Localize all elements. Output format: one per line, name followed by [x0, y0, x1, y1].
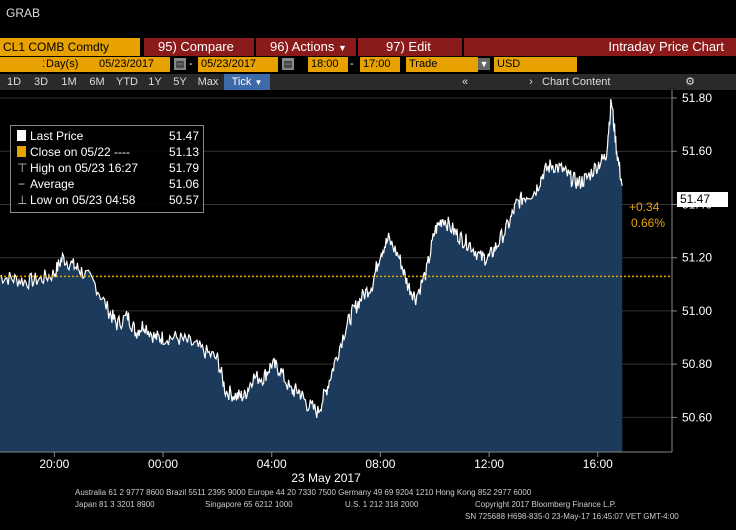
legend-high: ⊤ High on 05/23 16:27 — [17, 161, 138, 176]
x-tick-label: 04:00 — [257, 457, 287, 471]
collapse-icon[interactable]: « — [461, 76, 469, 88]
y-tick-label: 50.60 — [682, 410, 712, 424]
footer-japan: Japan 81 3 3201 8900 — [75, 500, 155, 509]
range-button-1d[interactable]: 1D — [6, 76, 22, 88]
y-tick-label: 50.80 — [682, 357, 712, 371]
footer-copyright: Copyright 2017 Bloomberg Finance L.P. — [475, 500, 617, 509]
x-tick-label: 08:00 — [365, 457, 395, 471]
field-select[interactable]: Trade — [406, 57, 478, 72]
y-tick-label: 51.60 — [682, 144, 712, 158]
legend-label: Last Price — [30, 129, 84, 143]
calendar-icon[interactable]: ▤ — [282, 58, 294, 70]
footer-singapore: Singapore 65 6212 1000 — [205, 500, 293, 509]
time-separator: - — [350, 58, 354, 70]
change-pct-tag: 0.66% — [631, 216, 666, 230]
legend-label: Low on 05/23 04:58 — [30, 193, 136, 207]
chevron-right-icon[interactable]: › — [529, 76, 533, 88]
square-icon — [17, 146, 26, 157]
date-separator: - — [189, 58, 193, 70]
y-tick-label: 51.20 — [682, 251, 712, 265]
y-tick-label: 51.80 — [682, 91, 712, 105]
title-bar: GRAB — [0, 0, 736, 38]
legend-low: ⊥ Low on 05/23 04:58 — [17, 193, 135, 208]
chart-content-button[interactable]: Chart Content — [542, 76, 611, 88]
period-unit-select[interactable]: Day(s) — [44, 57, 96, 72]
price-area — [0, 99, 623, 452]
range-button-max[interactable]: Max — [197, 76, 219, 88]
last-price-tag: 51.47 — [677, 192, 728, 207]
legend-value: 51.47 — [169, 129, 200, 143]
range-button-5y[interactable]: 5Y — [173, 76, 187, 88]
actions-label: 96) Actions — [270, 39, 335, 54]
x-axis-label: 23 May 2017 — [291, 471, 361, 484]
chart-legend: Last Price 51.47 Close on 05/22 ---- 51.… — [10, 125, 204, 213]
legend-close: Close on 05/22 ---- — [17, 145, 130, 160]
window-title: GRAB — [6, 6, 41, 20]
legend-value: 50.57 — [169, 193, 200, 207]
ticker-field[interactable]: CL1 COMB Comdty — [0, 38, 140, 56]
tick-button[interactable]: Tick ▼ — [224, 74, 270, 90]
compare-label: 95) Compare — [158, 39, 234, 54]
edit-label: 97) Edit — [386, 39, 431, 54]
chevron-down-icon: ▼ — [254, 78, 263, 87]
range-toolbar — [0, 74, 736, 90]
x-tick-label: 20:00 — [39, 457, 69, 471]
range-button-ytd[interactable]: YTD — [116, 76, 138, 88]
change-tag: +0.34 — [629, 200, 660, 214]
square-icon — [17, 130, 26, 141]
legend-value: 51.06 — [169, 177, 200, 191]
price-line — [0, 99, 623, 419]
high-marker-icon: ⊤ — [17, 161, 28, 175]
chart-title: Intraday Price Chart — [464, 38, 736, 56]
edit-button[interactable]: 97) Edit ▼ — [358, 38, 462, 71]
tick-label: Tick — [231, 76, 252, 88]
start-time-field[interactable]: 18:00 — [308, 57, 348, 72]
actions-button[interactable]: 96) Actions ▼ — [256, 38, 356, 56]
legend-last-price: Last Price — [17, 129, 83, 144]
low-marker-icon: ⊥ — [17, 193, 28, 207]
legend-average: − Average — [17, 177, 75, 192]
legend-label: Close on 05/22 ---- — [30, 145, 131, 159]
start-date-field[interactable]: 05/23/2017 — [96, 57, 170, 72]
range-button-6m[interactable]: 6M — [89, 76, 105, 88]
legend-label: High on 05/23 16:27 — [30, 161, 139, 175]
calendar-icon[interactable]: ▤ — [174, 58, 186, 70]
x-tick-label: 00:00 — [148, 457, 178, 471]
footer-contacts: Australia 61 2 9777 8600 Brazil 5511 239… — [75, 488, 532, 497]
legend-value: 51.79 — [169, 161, 200, 175]
x-tick-label: 16:00 — [583, 457, 613, 471]
compare-button[interactable]: 95) Compare — [144, 38, 254, 56]
range-button-1y[interactable]: 1Y — [148, 76, 162, 88]
footer: Australia 61 2 9777 8600 Brazil 5511 239… — [0, 484, 736, 530]
chevron-down-icon: ▼ — [337, 43, 347, 53]
y-tick-label: 51.00 — [682, 304, 712, 318]
end-date-field[interactable]: 05/23/2017 — [198, 57, 278, 72]
legend-value: 51.13 — [169, 145, 200, 159]
range-button-1m[interactable]: 1M — [61, 76, 77, 88]
range-button-3d[interactable]: 3D — [33, 76, 49, 88]
legend-label: Average — [30, 177, 75, 191]
footer-session: SN 725688 H698-835-0 23-May-17 16:45:07 … — [465, 512, 679, 521]
gear-icon[interactable]: ⚙ — [685, 76, 695, 88]
currency-field[interactable]: USD — [494, 57, 577, 72]
chevron-down-icon[interactable]: ▼ — [478, 58, 490, 70]
footer-us: U.S. 1 212 318 2000 — [345, 500, 419, 509]
average-marker-icon: − — [17, 177, 25, 191]
end-time-field[interactable]: 17:00 — [360, 57, 400, 72]
x-tick-label: 12:00 — [474, 457, 504, 471]
